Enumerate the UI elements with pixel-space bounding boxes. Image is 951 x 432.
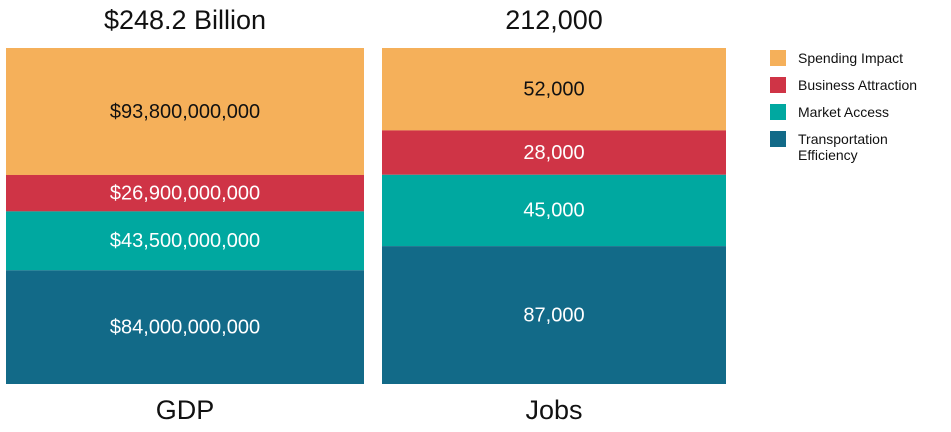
value-label: 45,000 — [523, 200, 584, 222]
bar-segment — [382, 174, 726, 247]
legend-label: Market Access — [798, 104, 890, 120]
bar-segment — [382, 246, 726, 384]
bar-total: 212,000 — [505, 5, 603, 35]
legend-swatch — [770, 50, 786, 66]
bar-segment — [6, 211, 364, 271]
value-label: $43,500,000,000 — [110, 230, 260, 252]
bar-segment — [6, 174, 364, 212]
legend-item: Business Attraction — [770, 77, 948, 93]
legend-swatch — [770, 104, 786, 120]
legend-swatch — [770, 131, 786, 147]
value-label: $26,900,000,000 — [110, 182, 260, 204]
legend: Spending Impact Business Attraction Market… — [770, 50, 948, 174]
bar-segment — [6, 270, 364, 384]
bar-segment — [382, 130, 726, 175]
legend-item: Market Access — [770, 104, 948, 120]
legend-swatch — [770, 77, 786, 93]
category-label: GDP — [156, 395, 215, 425]
legend-item: Spending Impact — [770, 50, 948, 66]
value-label: 28,000 — [523, 142, 584, 164]
legend-label: Transportation Efficiency — [798, 131, 888, 163]
legend-item: Transportation Efficiency — [770, 131, 948, 163]
legend-label: Business Attraction — [798, 77, 918, 93]
value-label: 87,000 — [523, 304, 584, 326]
value-label: $93,800,000,000 — [110, 101, 260, 123]
bar-total: $248.2 Billion — [104, 5, 266, 35]
value-label: 52,000 — [523, 78, 584, 100]
bar-segment — [382, 48, 726, 131]
bar-segment — [6, 48, 364, 175]
value-label: $84,000,000,000 — [110, 316, 260, 338]
category-label: Jobs — [525, 395, 582, 425]
legend-label: Spending Impact — [798, 50, 904, 66]
